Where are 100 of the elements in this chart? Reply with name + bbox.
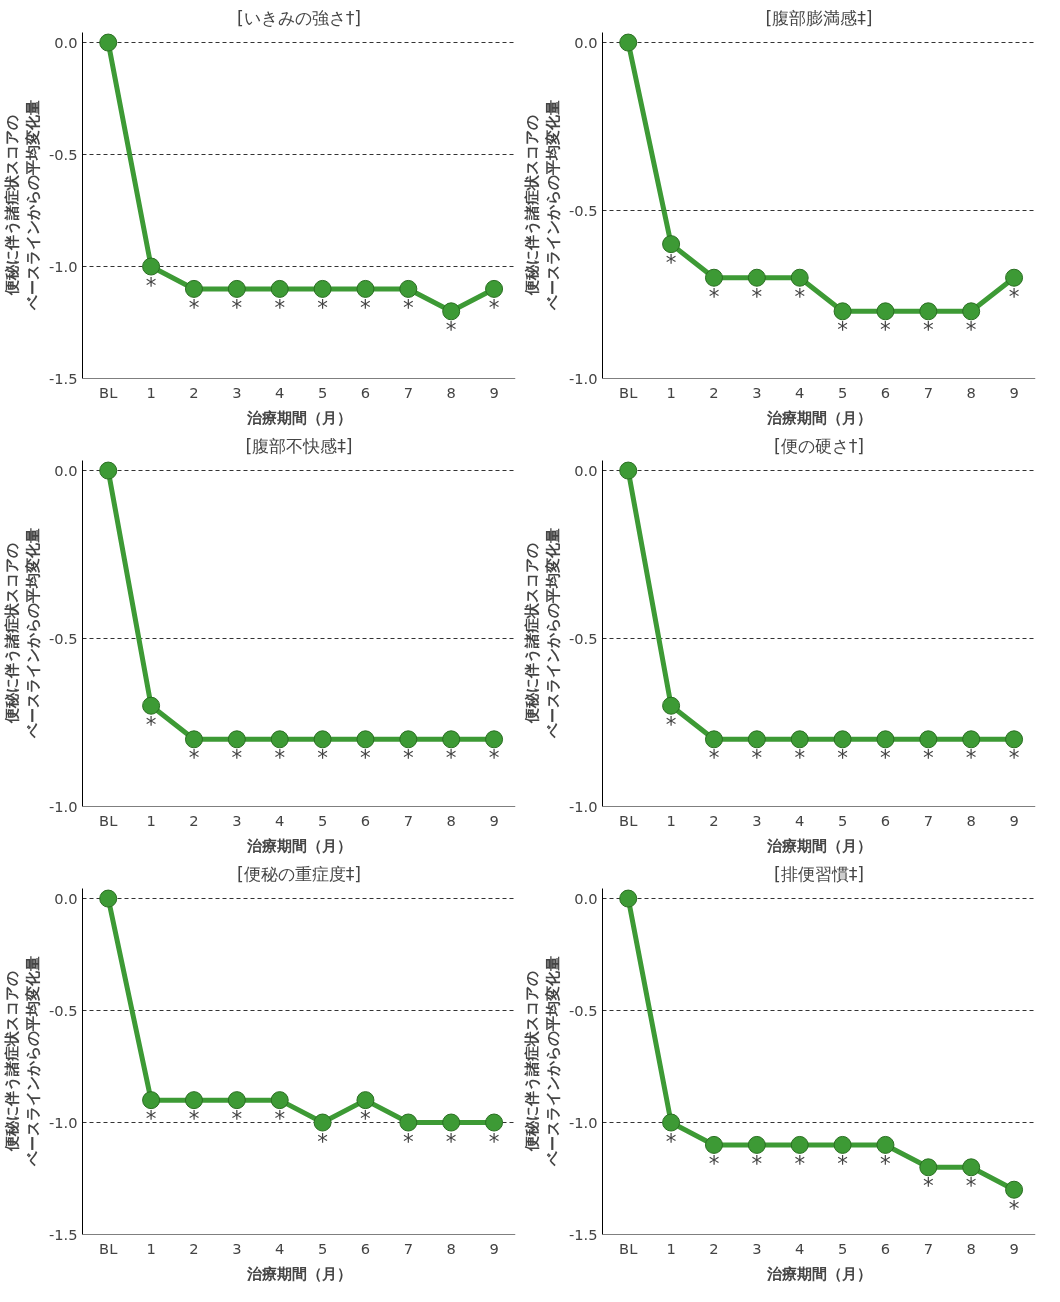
x-tick-label: 5 [837, 1239, 848, 1257]
x-tick-label: 4 [795, 811, 805, 829]
y-tick-label: -1.0 [568, 1113, 598, 1131]
y-tick-label: -0.5 [568, 201, 598, 219]
y-tick-label: -1.0 [48, 1113, 78, 1131]
x-tick-label: 1 [666, 811, 676, 829]
annotation: * [665, 711, 677, 737]
chart-title: [便秘の重症度‡] [236, 863, 362, 884]
annotation: * [837, 317, 849, 343]
x-tick-label: 8 [446, 383, 456, 401]
annotation: * [188, 1106, 200, 1132]
x-tick-label: 5 [317, 383, 328, 401]
x-tick-label: 6 [880, 1239, 891, 1257]
x-tick-label: 9 [1009, 383, 1019, 401]
x-tick-label: 7 [403, 383, 413, 401]
annotation: * [231, 294, 243, 320]
x-tick-label: 2 [189, 811, 199, 829]
annotation: * [188, 294, 200, 320]
annotation: * [145, 1106, 157, 1132]
x-tick-label: 8 [446, 1239, 456, 1257]
annotation: * [317, 1128, 329, 1154]
annotation: * [317, 294, 329, 320]
x-tick-label: 2 [709, 383, 719, 401]
x-tick-label: 8 [966, 383, 976, 401]
annotation: * [402, 745, 414, 771]
x-axis-title: 治療期間（月） [245, 1264, 352, 1282]
annotation: * [188, 745, 200, 771]
annotation: * [794, 283, 806, 309]
y-axis-title: 便秘に伴う諸症状スコアのベースラインからの平均変化量 [523, 528, 561, 740]
y-tick-label: 0.0 [54, 33, 78, 51]
annotation: * [402, 294, 414, 320]
annotation: * [360, 1106, 372, 1132]
annotation: * [445, 1128, 457, 1154]
annotation: * [1008, 283, 1020, 309]
x-tick-label: 9 [1009, 1239, 1019, 1257]
annotation: * [231, 745, 243, 771]
x-tick-label: 1 [666, 383, 676, 401]
x-tick-label: 2 [709, 811, 719, 829]
x-tick-label: 8 [446, 811, 456, 829]
x-tick-label: 2 [709, 1239, 719, 1257]
annotation: * [445, 745, 457, 771]
x-tick-label: 5 [317, 1239, 328, 1257]
x-tick-label: 3 [752, 811, 762, 829]
annotation: * [708, 745, 720, 771]
annotation: * [317, 745, 329, 771]
annotation: * [274, 745, 286, 771]
x-axis-title: 治療期間（月） [245, 836, 352, 854]
x-tick-label: BL [619, 811, 639, 829]
y-tick-label: -1.0 [48, 797, 78, 815]
chart-title: [いきみの強さ†] [236, 7, 362, 28]
annotation: * [965, 317, 977, 343]
x-tick-label: 3 [232, 383, 242, 401]
y-tick-label: 0.0 [574, 461, 598, 479]
x-tick-label: 3 [232, 1239, 242, 1257]
x-tick-label: 7 [923, 1239, 933, 1257]
annotation: * [965, 1173, 977, 1199]
x-tick-label: BL [619, 383, 639, 401]
x-tick-label: 7 [403, 811, 413, 829]
y-tick-label: -1.0 [48, 257, 78, 275]
x-tick-label: 7 [923, 383, 933, 401]
y-tick-label: -1.5 [48, 1225, 78, 1243]
annotation: * [708, 1150, 720, 1176]
annotation: * [794, 1150, 806, 1176]
x-tick-label: 9 [489, 811, 499, 829]
annotation: * [751, 1150, 763, 1176]
x-tick-label: 4 [275, 811, 285, 829]
x-axis-title: 治療期間（月） [765, 836, 872, 854]
x-tick-label: 4 [275, 383, 285, 401]
x-tick-label: 4 [795, 383, 805, 401]
annotation: * [922, 1173, 934, 1199]
x-tick-label: 6 [360, 383, 371, 401]
annotation: * [751, 283, 763, 309]
annotation: * [922, 317, 934, 343]
annotation: * [708, 283, 720, 309]
x-tick-label: 6 [880, 383, 891, 401]
chart-title: [便の硬さ†] [773, 435, 865, 456]
y-tick-label: 0.0 [574, 33, 598, 51]
y-tick-label: -1.0 [568, 797, 598, 815]
x-tick-label: 4 [275, 1239, 285, 1257]
x-tick-label: 9 [1009, 811, 1019, 829]
x-tick-label: 6 [360, 1239, 371, 1257]
y-tick-label: -1.5 [568, 1225, 598, 1243]
y-axis-title: 便秘に伴う諸症状スコアのベースラインからの平均変化量 [3, 956, 41, 1168]
annotation: * [445, 317, 457, 343]
annotation: * [837, 745, 849, 771]
annotation: * [965, 745, 977, 771]
x-tick-label: 5 [837, 811, 848, 829]
annotation: * [402, 1128, 414, 1154]
x-tick-label: 9 [489, 1239, 499, 1257]
annotation: * [922, 745, 934, 771]
y-tick-label: -1.5 [48, 369, 78, 387]
x-tick-label: 1 [146, 383, 156, 401]
annotation: * [880, 1150, 892, 1176]
annotation: * [1008, 745, 1020, 771]
annotation: * [360, 294, 372, 320]
annotation: * [488, 1128, 500, 1154]
x-tick-label: 1 [666, 1239, 676, 1257]
y-axis-title: 便秘に伴う諸症状スコアのベースラインからの平均変化量 [3, 100, 41, 312]
y-tick-label: -0.5 [568, 1001, 598, 1019]
y-tick-label: -0.5 [48, 629, 78, 647]
